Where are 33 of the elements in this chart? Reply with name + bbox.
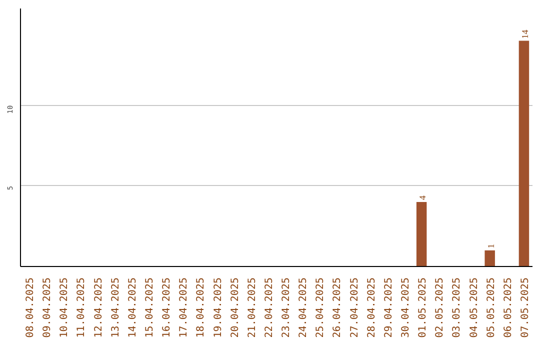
x-tick-label: 07.05.2025 xyxy=(520,277,531,338)
x-tick-label: 02.05.2025 xyxy=(434,277,446,338)
x-tick-label: 27.04.2025 xyxy=(349,277,360,338)
x-tick-label: 24.04.2025 xyxy=(298,277,310,338)
x-tick-label: 08.04.2025 xyxy=(25,277,36,338)
x-tick-label: 16.04.2025 xyxy=(162,277,173,338)
x-tick-label: 13.04.2025 xyxy=(110,277,122,338)
x-tick-label: 10.04.2025 xyxy=(59,277,70,338)
x-tick-label: 15.04.2025 xyxy=(144,277,156,338)
x-tick-label: 25.04.2025 xyxy=(315,277,326,338)
data-label: 1 xyxy=(486,244,496,248)
x-tick-label: 14.04.2025 xyxy=(127,277,138,338)
x-tick-label: 30.04.2025 xyxy=(400,277,412,338)
x-tick-label: 28.04.2025 xyxy=(366,277,378,338)
x-tick-label: 04.05.2025 xyxy=(468,277,480,338)
x-tick-label: 19.04.2025 xyxy=(212,277,224,338)
x-tick-label: 03.05.2025 xyxy=(452,277,463,338)
data-label: 4 xyxy=(418,195,428,200)
x-tick-label: 18.04.2025 xyxy=(196,277,207,338)
x-tick-label: 21.04.2025 xyxy=(246,277,258,338)
x-tick-label: 23.04.2025 xyxy=(281,277,292,338)
x-tick-label: 22.04.2025 xyxy=(264,277,275,338)
x-tick-label: 09.04.2025 xyxy=(42,277,54,338)
x-tick-label: 17.04.2025 xyxy=(178,277,190,338)
x-tick-label: 06.05.2025 xyxy=(502,277,514,338)
x-tick-label: 20.04.2025 xyxy=(230,277,241,338)
x-tick-label: 05.05.2025 xyxy=(486,277,497,338)
x-tick-label: 29.04.2025 xyxy=(383,277,394,338)
x-tick-label: 01.05.2025 xyxy=(418,277,429,338)
data-label: 14 xyxy=(520,29,530,39)
x-tick-label: 11.04.2025 xyxy=(76,277,88,338)
x-tick-label: 12.04.2025 xyxy=(93,277,104,338)
x-tick-label: 26.04.2025 xyxy=(332,277,344,338)
